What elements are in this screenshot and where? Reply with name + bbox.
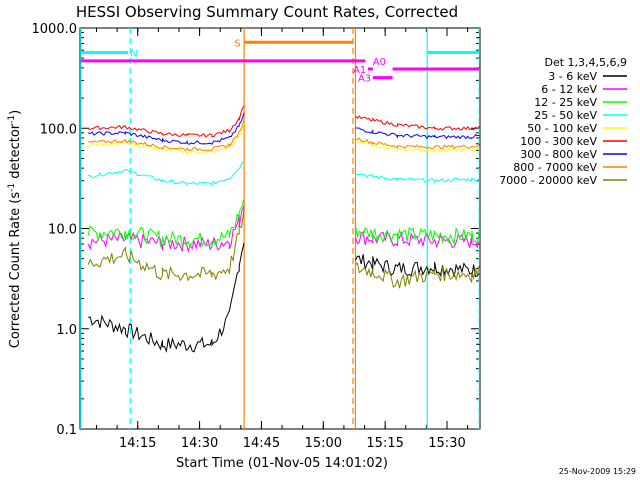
- y-axis: 0.1 1.0 10.0 100.0 1000.0: [32, 22, 480, 438]
- legend-label: 25 - 50 keV: [534, 109, 597, 122]
- x-tick-label: 15:30: [428, 436, 465, 451]
- series-line-left: [88, 123, 245, 156]
- series-line-right: [355, 115, 480, 131]
- series-line-left: [88, 105, 245, 138]
- y-axis-label: Corrected Count Rate (s-1 detector-1): [7, 110, 23, 348]
- series-line-right: [355, 173, 480, 184]
- vertical-markers: [80, 28, 480, 429]
- legend-label: 7000 - 20000 keV: [499, 174, 597, 187]
- series-line-right: [355, 137, 480, 150]
- legend-label: 12 - 25 keV: [534, 96, 597, 109]
- x-axis: 14:15 14:30 14:45 15:00 15:15 15:30: [95, 28, 469, 451]
- x-tick-label: 14:30: [181, 436, 218, 451]
- flag-label-A0: A0: [373, 57, 386, 68]
- series-line-right: [355, 230, 480, 249]
- legend-title: Det 1,3,4,5,6,9: [544, 56, 627, 69]
- y-tick-label: 100.0: [40, 122, 77, 137]
- chart-title: HESSI Observing Summary Count Rates, Cor…: [76, 3, 458, 21]
- series-line-left: [87, 204, 245, 253]
- series-line-left: [87, 207, 245, 282]
- legend-label: 50 - 100 keV: [527, 122, 597, 135]
- legend-label: 800 - 7000 keV: [513, 161, 597, 174]
- flag-label-A1: A1: [353, 65, 366, 76]
- series-lines: [87, 105, 480, 354]
- legend-label: 300 - 800 keV: [520, 148, 597, 161]
- series-line-left: [88, 160, 245, 187]
- series-line-left: [88, 112, 245, 145]
- flag-label-N: N: [130, 48, 137, 59]
- series-line-right: [355, 225, 480, 246]
- y-tick-label: 10.0: [48, 223, 77, 238]
- flag-label-S: S: [234, 38, 240, 49]
- y-tick-label: 1.0: [56, 323, 77, 338]
- x-tick-label: 15:00: [305, 436, 342, 451]
- y-tick-label: 1000.0: [32, 22, 78, 37]
- y-tick-label: 0.1: [56, 423, 77, 438]
- footer-date: 25-Nov-2009 15:29: [559, 467, 636, 476]
- legend-label: 3 - 6 keV: [548, 70, 597, 83]
- flag-label-A3: A3: [358, 74, 371, 85]
- series-line-right: [355, 254, 480, 278]
- series-line-right: [355, 127, 480, 140]
- series-line-left: [87, 198, 245, 249]
- legend-label: 6 - 12 keV: [541, 83, 597, 96]
- series-line-left: [88, 242, 245, 354]
- series-line-right: [355, 262, 480, 289]
- legend-label: 100 - 300 keV: [520, 135, 597, 148]
- series-line-left: [88, 119, 245, 152]
- x-axis-label: Start Time (01-Nov-05 14:01:02): [176, 456, 388, 471]
- x-tick-label: 14:15: [119, 436, 156, 451]
- x-tick-label: 14:45: [243, 436, 280, 451]
- x-tick-label: 15:15: [366, 436, 403, 451]
